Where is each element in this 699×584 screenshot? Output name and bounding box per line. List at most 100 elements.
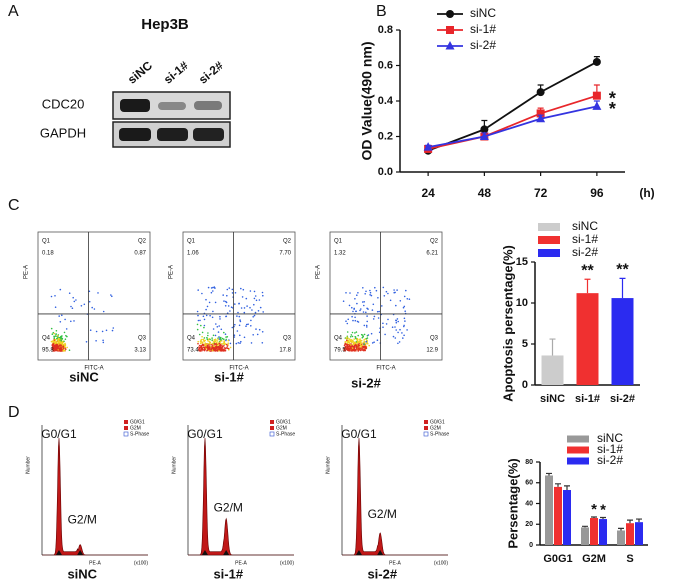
error-bar xyxy=(627,519,633,524)
quadrant-name: Q3 xyxy=(283,336,292,342)
event-dot xyxy=(73,320,75,322)
event-dot xyxy=(365,290,367,293)
event-dot xyxy=(361,344,364,347)
bar xyxy=(545,475,553,545)
event-dot xyxy=(360,339,363,342)
event-dot xyxy=(382,286,385,289)
legend-marker xyxy=(446,26,454,34)
event-dot xyxy=(50,295,53,298)
event-dot xyxy=(358,348,360,350)
event-dot xyxy=(235,342,238,345)
event-dot xyxy=(357,334,360,337)
panel-label: D xyxy=(8,404,20,421)
event-dot xyxy=(352,342,355,345)
event-dot xyxy=(346,331,349,333)
legend-swatch xyxy=(538,223,560,231)
event-dot xyxy=(387,292,389,295)
event-dot xyxy=(261,331,264,333)
legend-swatch xyxy=(270,420,274,424)
event-dot xyxy=(352,310,354,313)
event-dot xyxy=(62,347,65,350)
event-dot xyxy=(196,328,199,331)
event-dot xyxy=(208,301,211,304)
event-dot xyxy=(53,337,55,340)
event-dot xyxy=(357,292,359,294)
event-dot xyxy=(111,295,113,298)
event-dot xyxy=(351,347,354,349)
event-dot xyxy=(197,342,199,345)
event-dot xyxy=(63,331,66,334)
event-dot xyxy=(213,345,215,348)
y-axis-label: OD Value(490 nm) xyxy=(359,41,375,160)
event-dot xyxy=(255,328,257,330)
event-dot xyxy=(216,326,219,328)
event-dot xyxy=(354,298,356,300)
event-dot xyxy=(207,334,209,337)
event-dot xyxy=(228,287,231,289)
event-dot xyxy=(403,324,405,327)
event-dot xyxy=(385,323,388,325)
event-dot xyxy=(215,339,217,342)
event-dot xyxy=(261,342,264,344)
event-dot xyxy=(405,289,407,292)
event-dot xyxy=(112,327,115,329)
lane-label: si-1# xyxy=(161,58,191,87)
event-dot xyxy=(214,287,216,289)
event-dot xyxy=(204,344,207,347)
event-dot xyxy=(197,289,199,291)
event-dot xyxy=(249,306,251,309)
event-dot xyxy=(239,320,242,323)
event-dot xyxy=(58,338,61,340)
event-dot xyxy=(357,349,359,352)
series-line xyxy=(427,61,598,152)
marker xyxy=(592,57,601,66)
event-dot xyxy=(203,326,205,329)
axis-label: PE-A xyxy=(316,265,322,279)
marker xyxy=(480,125,489,134)
event-dot xyxy=(397,320,400,323)
event-dot xyxy=(59,342,62,344)
event-dot xyxy=(56,337,58,340)
event-dot xyxy=(93,308,96,310)
event-dot xyxy=(394,326,396,328)
event-dot xyxy=(347,318,350,321)
event-dot xyxy=(228,349,230,351)
event-dot xyxy=(402,337,404,339)
event-dot xyxy=(366,326,368,328)
event-dot xyxy=(68,292,71,295)
event-dot xyxy=(224,350,226,352)
event-dot xyxy=(229,346,232,349)
event-dot xyxy=(367,334,370,336)
event-dot xyxy=(212,334,215,337)
event-dot xyxy=(224,305,227,307)
bar xyxy=(611,298,634,385)
event-dot xyxy=(223,300,225,302)
event-dot xyxy=(216,341,218,344)
event-dot xyxy=(238,324,241,327)
legend-swatch xyxy=(538,249,560,257)
peak-label: G0/G1 xyxy=(187,427,223,441)
event-dot xyxy=(102,341,105,344)
event-dot xyxy=(198,347,200,350)
marker xyxy=(592,101,602,110)
event-dot xyxy=(394,291,396,294)
plot-frame xyxy=(182,231,296,361)
blot xyxy=(112,91,231,148)
peak-label: G2/M xyxy=(214,500,243,514)
event-dot xyxy=(62,343,65,346)
event-dot xyxy=(196,323,199,326)
event-dot xyxy=(351,341,353,344)
quadrant-name: Q2 xyxy=(430,239,439,245)
event-dot xyxy=(369,289,371,292)
legend-marker xyxy=(446,10,454,18)
event-dot xyxy=(211,339,213,341)
event-dot xyxy=(214,301,217,304)
axis-label: FITC-A xyxy=(229,366,248,372)
event-dot xyxy=(398,341,401,343)
event-dot xyxy=(359,347,362,350)
event-dot xyxy=(251,309,253,311)
error-bar xyxy=(582,525,588,528)
event-dot xyxy=(370,332,373,335)
event-dot xyxy=(58,348,61,351)
event-dot xyxy=(342,300,345,303)
